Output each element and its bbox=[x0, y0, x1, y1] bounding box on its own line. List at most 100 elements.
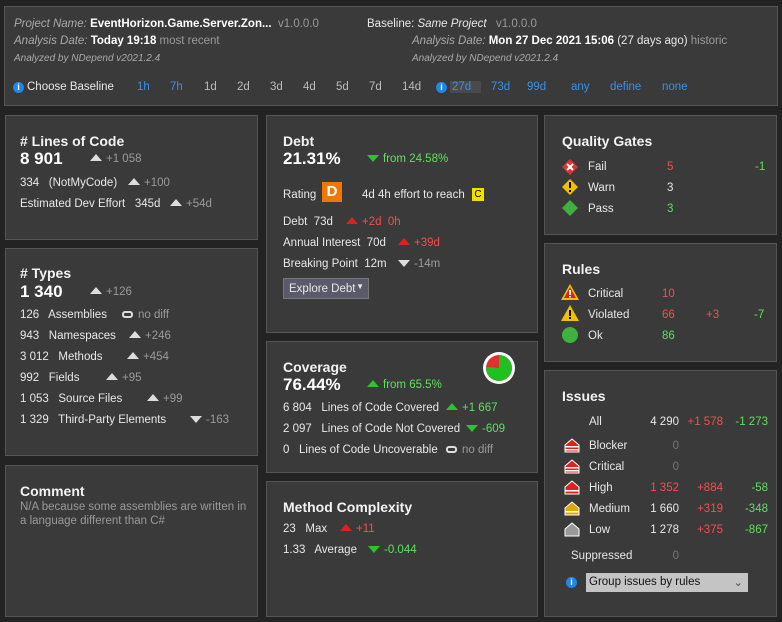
coverage-row-value: 6 804 bbox=[283, 402, 312, 414]
gate-fail-delta: -1 bbox=[755, 161, 766, 173]
period-14d[interactable]: 14d bbox=[402, 81, 422, 93]
increase-icon bbox=[127, 352, 139, 359]
issue-row-label[interactable]: Blocker bbox=[589, 440, 628, 452]
period-2d[interactable]: 2d bbox=[237, 81, 250, 93]
coverage-row[interactable]: 0 Lines of Code Uncoverable no diff bbox=[283, 444, 493, 456]
breaking-point-value: 12m bbox=[364, 258, 387, 270]
types-row[interactable]: 992 Fields +95 bbox=[20, 372, 142, 384]
types-row[interactable]: 3 012 Methods +454 bbox=[20, 351, 169, 363]
period-7d[interactable]: 7d bbox=[369, 81, 382, 93]
types-row-value: 1 053 bbox=[20, 393, 49, 405]
period-1d[interactable]: 1d bbox=[204, 81, 217, 93]
types-row-delta: -163 bbox=[206, 414, 230, 426]
coverage-pie-icon bbox=[483, 352, 515, 384]
avg-delta: -0.044 bbox=[384, 544, 417, 556]
issue-row-label[interactable]: Critical bbox=[589, 461, 625, 473]
issue-row-value[interactable]: 1 660 bbox=[650, 503, 679, 515]
period-5d[interactable]: 5d bbox=[336, 81, 349, 93]
critical-rule-icon bbox=[561, 284, 579, 300]
types-row-delta: no diff bbox=[138, 309, 170, 321]
rule-critical-label: Critical bbox=[588, 288, 624, 300]
interest-label: Annual Interest bbox=[283, 237, 361, 249]
period-any[interactable]: any bbox=[571, 81, 590, 93]
project-version: v1.0.0.0 bbox=[278, 18, 319, 30]
coverage-row-value: 2 097 bbox=[283, 423, 312, 435]
group-issues-dropdown[interactable]: Group issues by rules ⌄ bbox=[586, 573, 748, 592]
decrease-icon bbox=[368, 546, 380, 553]
debt-panel[interactable]: Debt 21.31% from 24.58% Rating D 4d 4h e… bbox=[266, 115, 538, 333]
issue-row-label[interactable]: Low bbox=[589, 524, 611, 536]
increase-icon bbox=[398, 238, 410, 245]
debt-delta-hours: 0h bbox=[387, 216, 401, 228]
issue-row-minus[interactable]: -58 bbox=[751, 482, 768, 494]
rule-violated-plus: +3 bbox=[706, 309, 720, 321]
period-1h[interactable]: 1h bbox=[137, 81, 150, 93]
increase-icon bbox=[128, 178, 140, 185]
issue-row-value[interactable]: 1 278 bbox=[650, 524, 679, 536]
types-row-delta: +95 bbox=[122, 372, 142, 384]
issues-all-minus: -1 273 bbox=[735, 416, 768, 428]
issue-row-minus[interactable]: -348 bbox=[744, 503, 768, 515]
baseline-date: Mon 27 Dec 2021 15:06 bbox=[488, 35, 615, 47]
max-delta: +11 bbox=[356, 523, 375, 535]
issue-row-label[interactable]: Medium bbox=[589, 503, 630, 515]
types-row-label: Assemblies bbox=[48, 309, 107, 321]
increase-icon bbox=[170, 199, 182, 206]
issue-row-plus[interactable]: +319 bbox=[697, 503, 723, 515]
increase-icon bbox=[90, 287, 102, 294]
pass-icon bbox=[562, 200, 578, 216]
issue-row-value[interactable]: 0 bbox=[672, 440, 679, 452]
method-complexity-panel[interactable]: Method Complexity 23 Max +11 1.33 Averag… bbox=[266, 481, 538, 617]
analysis-note: most recent bbox=[159, 35, 220, 47]
period-99d[interactable]: 99d bbox=[527, 81, 547, 93]
rule-ok-value: 86 bbox=[662, 330, 675, 342]
types-row[interactable]: 1 053 Source Files +99 bbox=[20, 393, 183, 405]
types-panel[interactable]: # Types 1 340 +126 126 Assemblies no diff… bbox=[5, 248, 258, 456]
types-row[interactable]: 126 Assemblies no diff bbox=[20, 309, 169, 321]
baseline-analysis-label: Analysis Date: bbox=[412, 35, 486, 47]
period-7h[interactable]: 7h bbox=[170, 81, 183, 93]
issues-all-label: All bbox=[589, 416, 602, 428]
coverage-row[interactable]: 2 097 Lines of Code Not Covered -609 bbox=[283, 423, 505, 435]
gate-warn-value: 3 bbox=[667, 182, 674, 194]
loc-delta: +1 058 bbox=[106, 153, 142, 165]
lines-of-code-panel[interactable]: # Lines of Code 8 901 +1 058 334 (NotMyC… bbox=[5, 115, 258, 240]
increase-icon bbox=[367, 380, 379, 387]
increase-icon bbox=[346, 217, 358, 224]
issues-panel[interactable]: Issues All 4 290 +1 578 -1 273 Blocker 0 C… bbox=[544, 370, 777, 617]
gate-fail-value: 5 bbox=[667, 161, 674, 173]
issue-row-plus[interactable]: +884 bbox=[697, 482, 723, 494]
issue-row-value[interactable]: 0 bbox=[672, 461, 679, 473]
chevron-down-icon: ⌄ bbox=[733, 577, 743, 589]
choose-baseline[interactable]: i Choose Baseline bbox=[13, 81, 114, 93]
issue-row-value[interactable]: 1 352 bbox=[650, 482, 679, 494]
types-row-delta: +454 bbox=[143, 351, 169, 363]
increase-icon bbox=[340, 524, 352, 531]
period-4d[interactable]: 4d bbox=[303, 81, 316, 93]
rules-panel[interactable]: Rules Critical 10 Violated 66 +3 -7 Ok 8… bbox=[544, 243, 777, 362]
period-define[interactable]: define bbox=[610, 81, 642, 93]
types-row[interactable]: 1 329 Third-Party Elements -163 bbox=[20, 414, 229, 426]
period-3d[interactable]: 3d bbox=[270, 81, 283, 93]
analysis-label: Analysis Date: bbox=[14, 35, 88, 47]
info-icon[interactable]: i bbox=[566, 577, 577, 588]
effort-delta: +54d bbox=[186, 198, 212, 210]
types-row[interactable]: 943 Namespaces +246 bbox=[20, 330, 171, 342]
period-none[interactable]: none bbox=[662, 81, 688, 93]
coverage-panel[interactable]: Coverage 76.44% from 65.5% 6 804 Lines o… bbox=[266, 341, 538, 473]
issue-row-label[interactable]: High bbox=[589, 482, 613, 494]
avg-value: 1.33 bbox=[283, 544, 306, 556]
coverage-row[interactable]: 6 804 Lines of Code Covered +1 667 bbox=[283, 402, 498, 414]
quality-gates-panel[interactable]: Quality Gates Fail 5 -1 Warn 3 Pass 3 bbox=[544, 115, 777, 235]
types-row-value: 3 012 bbox=[20, 351, 49, 363]
fail-icon bbox=[562, 159, 578, 175]
period-73d[interactable]: 73d bbox=[491, 81, 511, 93]
issue-row-plus[interactable]: +375 bbox=[697, 524, 723, 536]
period-27d[interactable]: 27d bbox=[450, 81, 482, 93]
issue-row-minus[interactable]: -867 bbox=[744, 524, 768, 536]
coverage-row-label: Lines of Code Covered bbox=[321, 402, 440, 414]
issues-all-plus: +1 578 bbox=[687, 416, 724, 428]
explore-debt-button[interactable]: Explore Debt ▼ bbox=[283, 278, 369, 299]
coverage-from: from 65.5% bbox=[383, 379, 442, 391]
info-icon[interactable]: i bbox=[436, 82, 447, 93]
